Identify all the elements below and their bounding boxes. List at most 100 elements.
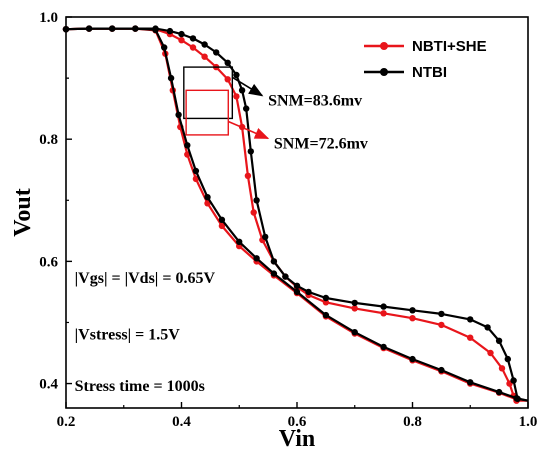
data-point xyxy=(409,307,416,314)
series-curve xyxy=(65,27,529,402)
data-point xyxy=(351,299,358,307)
series-curve xyxy=(65,27,529,402)
data-point xyxy=(132,25,139,32)
data-point xyxy=(282,273,289,280)
x-axis: 0.2 0.4 0.6 0.8 1.0 xyxy=(57,402,538,430)
snm-label: SNM=83.6mv xyxy=(268,93,362,110)
data-point xyxy=(85,25,93,32)
data-point xyxy=(270,258,278,265)
legend-label: NBTI+SHE xyxy=(412,38,487,55)
data-point xyxy=(224,76,231,83)
data-point xyxy=(244,172,252,179)
snm-label: SNM=72.6mv xyxy=(274,135,368,152)
y-tick-label: 0.6 xyxy=(39,254,58,270)
data-point xyxy=(351,305,358,312)
data-point xyxy=(167,74,175,82)
data-point xyxy=(192,167,200,175)
data-point xyxy=(504,355,511,363)
data-point xyxy=(513,395,520,402)
data-point xyxy=(243,105,250,112)
plot-frame xyxy=(65,16,529,409)
data-point xyxy=(213,49,220,56)
data-point xyxy=(189,44,197,51)
data-point xyxy=(380,310,387,317)
data-point xyxy=(218,216,226,223)
data-point xyxy=(250,209,257,216)
data-point xyxy=(438,366,445,374)
y-axis-title: Vout xyxy=(10,188,36,236)
y-tick-label: 0.4 xyxy=(39,377,58,393)
data-point xyxy=(189,35,197,42)
condition-label: |Vstress| = 1.5V xyxy=(75,327,181,344)
data-point xyxy=(270,270,278,277)
series-ntbi xyxy=(62,25,529,402)
data-point xyxy=(495,337,503,344)
data-point xyxy=(236,238,243,245)
snm-arrow xyxy=(227,120,270,140)
series-curve xyxy=(65,27,528,402)
data-point xyxy=(495,388,503,396)
x-axis-title: Vin xyxy=(279,426,315,452)
data-point xyxy=(178,37,185,44)
series-nbti-she xyxy=(62,25,529,404)
x-tick-label: 0.4 xyxy=(172,414,191,430)
data-point xyxy=(161,44,168,51)
data-point xyxy=(409,315,416,322)
annotations: SNM=83.6mv SNM=72.6mv |Vgs| = |Vds| = 0.65… xyxy=(75,66,368,395)
legend-label: NTBI xyxy=(412,64,447,81)
data-point xyxy=(238,87,246,94)
data-point xyxy=(322,311,330,319)
series-curve xyxy=(65,27,529,402)
data-point xyxy=(175,111,182,119)
data-point xyxy=(467,379,474,386)
condition-label: Stress time = 1000s xyxy=(75,378,205,395)
data-point xyxy=(484,324,491,331)
data-point xyxy=(305,288,312,296)
snm-square xyxy=(185,89,229,136)
data-point xyxy=(487,349,494,357)
data-point xyxy=(467,334,474,341)
data-point xyxy=(224,59,231,66)
data-point xyxy=(253,197,260,204)
data-point xyxy=(218,222,226,230)
data-point xyxy=(166,27,174,35)
data-point xyxy=(201,53,208,60)
data-point xyxy=(351,329,358,336)
data-point xyxy=(201,41,208,48)
data-point xyxy=(247,148,254,155)
data-point xyxy=(293,282,301,289)
data-point xyxy=(204,194,211,201)
x-tick-label: 0.6 xyxy=(288,414,307,430)
data-point xyxy=(293,288,301,296)
x-tick-label: 1.0 xyxy=(519,414,538,430)
data-point xyxy=(467,316,474,323)
y-axis: 0.4 0.6 0.8 1.0 xyxy=(39,10,72,393)
x-tick-label: 0.8 xyxy=(403,414,422,430)
y-tick-label: 0.8 xyxy=(39,132,58,148)
data-point xyxy=(233,71,240,79)
data-point xyxy=(233,93,240,100)
data-point xyxy=(409,355,416,363)
data-point xyxy=(322,294,330,302)
data-point xyxy=(438,310,445,318)
snm-arrow xyxy=(231,76,264,97)
data-point xyxy=(380,343,387,351)
legend-marker xyxy=(380,42,388,50)
condition-label: |Vgs| = |Vds| = 0.65V xyxy=(75,270,216,287)
data-point xyxy=(178,30,185,38)
data-point xyxy=(184,142,191,149)
data-point xyxy=(510,377,517,384)
data-point xyxy=(253,255,260,262)
data-point xyxy=(262,233,269,241)
series-group xyxy=(62,25,529,404)
y-tick-label: 1.0 xyxy=(39,10,58,26)
data-point xyxy=(438,321,445,329)
legend-marker xyxy=(380,68,388,76)
x-tick-label: 0.2 xyxy=(57,414,76,430)
data-point xyxy=(109,25,116,32)
data-point xyxy=(498,365,506,372)
legend: NBTI+SHE NTBI xyxy=(364,38,487,81)
data-point xyxy=(152,26,159,33)
data-point xyxy=(380,303,387,310)
